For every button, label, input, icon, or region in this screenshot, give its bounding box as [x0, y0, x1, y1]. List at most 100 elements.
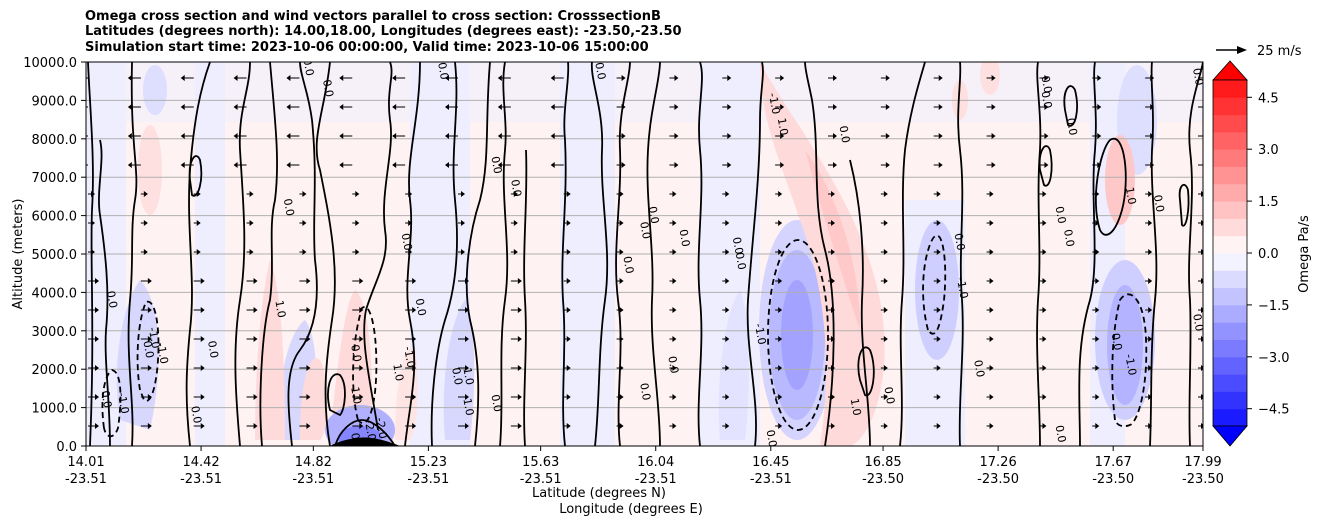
wind-vector-head — [672, 220, 677, 226]
wind-vector-head — [550, 104, 555, 110]
x-tick-label-lon: -23.51 — [407, 472, 449, 487]
wind-vector-head — [253, 278, 258, 284]
contour-label: 1.0 — [390, 363, 406, 382]
contour-label: 0.0 — [592, 61, 608, 80]
wind-vector-head — [672, 278, 677, 284]
wind-vector-head — [1150, 162, 1155, 168]
x-tick-label-lat: 14.82 — [295, 455, 332, 470]
wind-vector-head — [408, 191, 413, 197]
contour-label: -1.0 — [146, 326, 163, 349]
wind-vector-head — [831, 365, 835, 371]
chart-title-line-1: Omega cross section and wind vectors par… — [85, 9, 661, 24]
y-tick-label: 0.0 — [56, 440, 77, 455]
y-tick-label: 8000.0 — [32, 133, 78, 148]
wind-vector-head — [1042, 365, 1047, 371]
contour-label: 0.0 — [971, 359, 987, 378]
contour-label: -1.0 — [115, 391, 132, 414]
wind-vector-head — [936, 336, 941, 342]
wind-vector-head — [1095, 191, 1100, 197]
wind-vector-head — [1097, 162, 1102, 168]
x-tick-label-lon: -23.51 — [520, 472, 562, 487]
wind-vector-head — [359, 365, 364, 371]
wind-vector-head — [286, 162, 291, 168]
wind-vector-head — [249, 191, 254, 197]
contour-label: 0.0 — [733, 251, 749, 270]
wind-vector-head — [989, 336, 994, 342]
wind-vector-head — [200, 394, 205, 400]
y-axis: 0.0 1000.0 2000.0 3000.0 4000.0 5000.0 6000.0 7… — [23, 56, 86, 455]
wind-vector-head — [180, 75, 185, 81]
wind-vector-head — [465, 394, 469, 400]
wind-vector-head — [1095, 278, 1100, 284]
wind-vector-head — [619, 249, 624, 255]
contour-label: 0.0 — [188, 405, 204, 424]
wind-vector-head — [95, 423, 99, 429]
wind-vector-head — [780, 104, 785, 110]
wind-vector-head — [991, 75, 996, 81]
wind-vector-head — [1150, 133, 1155, 139]
wind-vector-head — [233, 104, 238, 110]
wind-vector-head — [991, 133, 996, 139]
wind-vector-head — [1203, 75, 1207, 81]
wind-vector-head — [445, 75, 449, 81]
wind-vector-head — [989, 307, 994, 313]
wind-vector-head — [885, 133, 890, 139]
wind-vector-head — [883, 220, 888, 226]
wind-vector-head — [619, 423, 624, 429]
wind-vector-head — [885, 162, 890, 168]
wind-vector-head — [200, 365, 205, 371]
wind-vector-head — [989, 365, 994, 371]
wind-vector-head — [936, 191, 941, 197]
wind-vector-head — [883, 365, 888, 371]
wind-vector-head — [517, 365, 522, 371]
wind-vector-head — [465, 278, 469, 284]
contour-label: 0.0 — [348, 432, 364, 451]
wind-vector-head — [465, 365, 469, 371]
contour-label: 1.0 — [460, 397, 476, 416]
contour-label: 1.0 — [775, 117, 791, 136]
contour-label: 0.0 — [449, 367, 465, 386]
contour-label: -2.0 — [373, 416, 390, 439]
colorbar-tick-label: 3.0 — [1258, 143, 1279, 158]
x-tick-label-lat: 15.63 — [522, 455, 559, 470]
contour-label: 0.0 — [637, 382, 653, 401]
wind-vector-head — [180, 104, 185, 110]
wind-vector-head — [1097, 104, 1102, 110]
wind-vector-head — [513, 191, 518, 197]
wind-vector-head — [566, 423, 571, 429]
wind-vector-head — [621, 75, 626, 81]
y-tick-label: 6000.0 — [32, 210, 78, 225]
contour-label: 0.0 — [98, 390, 114, 409]
wind-vector-head — [249, 220, 254, 226]
wind-vector-head — [147, 423, 152, 429]
wind-vector-head — [989, 249, 994, 255]
wind-vector-head — [306, 336, 311, 342]
x-tick-label-lat: 17.67 — [1095, 455, 1132, 470]
wind-vector-head — [831, 220, 835, 226]
wind-vector-head — [253, 365, 258, 371]
y-tick-label: 2000.0 — [32, 363, 78, 378]
wind-vector-head — [778, 423, 783, 429]
wind-vector-head — [938, 75, 943, 81]
wind-vector-head — [989, 278, 994, 284]
wind-vector-head — [725, 191, 730, 197]
wind-vector-head — [445, 162, 449, 168]
contour-label: -2.0 — [362, 418, 379, 441]
wind-vector-head — [127, 104, 132, 110]
y-tick-label: 4000.0 — [32, 286, 78, 301]
chart-title-line-3: Simulation start time: 2023-10-06 00:00:… — [85, 40, 649, 55]
wind-vector-head — [412, 307, 417, 313]
wind-vector-head — [727, 104, 732, 110]
colorbar-band — [1213, 149, 1247, 167]
contour-label: 0.0 — [281, 198, 297, 217]
wind-vector-head — [621, 104, 626, 110]
x-tick-label-lat: 14.42 — [182, 455, 219, 470]
wind-vector-head — [831, 249, 835, 255]
wind-vector-head — [727, 75, 732, 81]
wind-vector-head — [306, 394, 311, 400]
wind-vector-head — [461, 249, 465, 255]
x-axis-label-latitude: Latitude (degrees N) — [532, 486, 666, 501]
contour-label: 0.0 — [665, 355, 681, 374]
wind-vector-head — [778, 394, 783, 400]
colorbar-band — [1213, 80, 1247, 98]
